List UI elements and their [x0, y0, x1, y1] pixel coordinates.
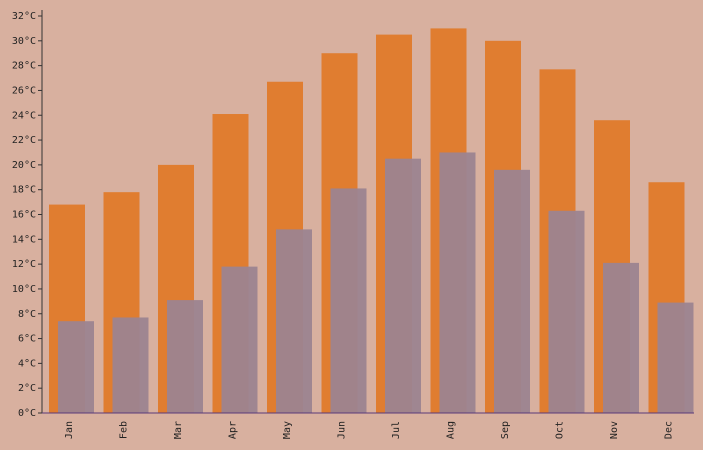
- y-tick-label: 28°C: [12, 61, 36, 72]
- x-tick-label: Jun: [337, 421, 348, 439]
- x-tick-label: Jul: [391, 421, 402, 439]
- x-tick-label: Nov: [609, 421, 620, 439]
- x-tick-label: Oct: [555, 421, 566, 439]
- x-tick-label: Aug: [446, 421, 457, 439]
- y-tick-label: 24°C: [12, 110, 36, 121]
- y-tick-label: 16°C: [12, 210, 36, 221]
- bar: [494, 169, 530, 413]
- y-tick-label: 10°C: [12, 284, 36, 295]
- y-tick-label: 14°C: [12, 234, 36, 245]
- bar: [167, 300, 203, 413]
- x-tick-label: Mar: [173, 421, 184, 439]
- x-tick-label: Dec: [664, 421, 675, 439]
- y-tick-label: 8°C: [18, 309, 36, 320]
- bar: [330, 188, 367, 413]
- y-tick-label: 6°C: [18, 334, 36, 345]
- x-tick-label: Feb: [119, 421, 130, 439]
- x-tick-label: Sep: [500, 421, 511, 439]
- y-tick-label: 26°C: [12, 85, 36, 96]
- y-tick-label: 22°C: [12, 135, 36, 146]
- y-tick-label: 30°C: [12, 36, 36, 47]
- bar: [603, 262, 639, 413]
- bar: [112, 317, 149, 413]
- y-tick-label: 20°C: [12, 160, 36, 171]
- bar: [657, 302, 694, 413]
- y-tick-label: 12°C: [12, 259, 36, 270]
- bar: [548, 210, 585, 413]
- x-tick-label: Apr: [228, 421, 239, 439]
- y-tick-label: 32°C: [12, 11, 36, 22]
- bar: [385, 158, 421, 413]
- y-tick-label: 0°C: [18, 408, 36, 419]
- y-tick-label: 18°C: [12, 185, 36, 196]
- y-tick-label: 4°C: [18, 358, 36, 369]
- x-tick-label: Jan: [64, 421, 75, 439]
- x-tick-label: May: [282, 421, 293, 439]
- bar: [276, 229, 312, 413]
- bar: [439, 152, 476, 413]
- bar: [58, 321, 94, 413]
- bar: [221, 266, 258, 413]
- y-tick-label: 2°C: [18, 383, 36, 394]
